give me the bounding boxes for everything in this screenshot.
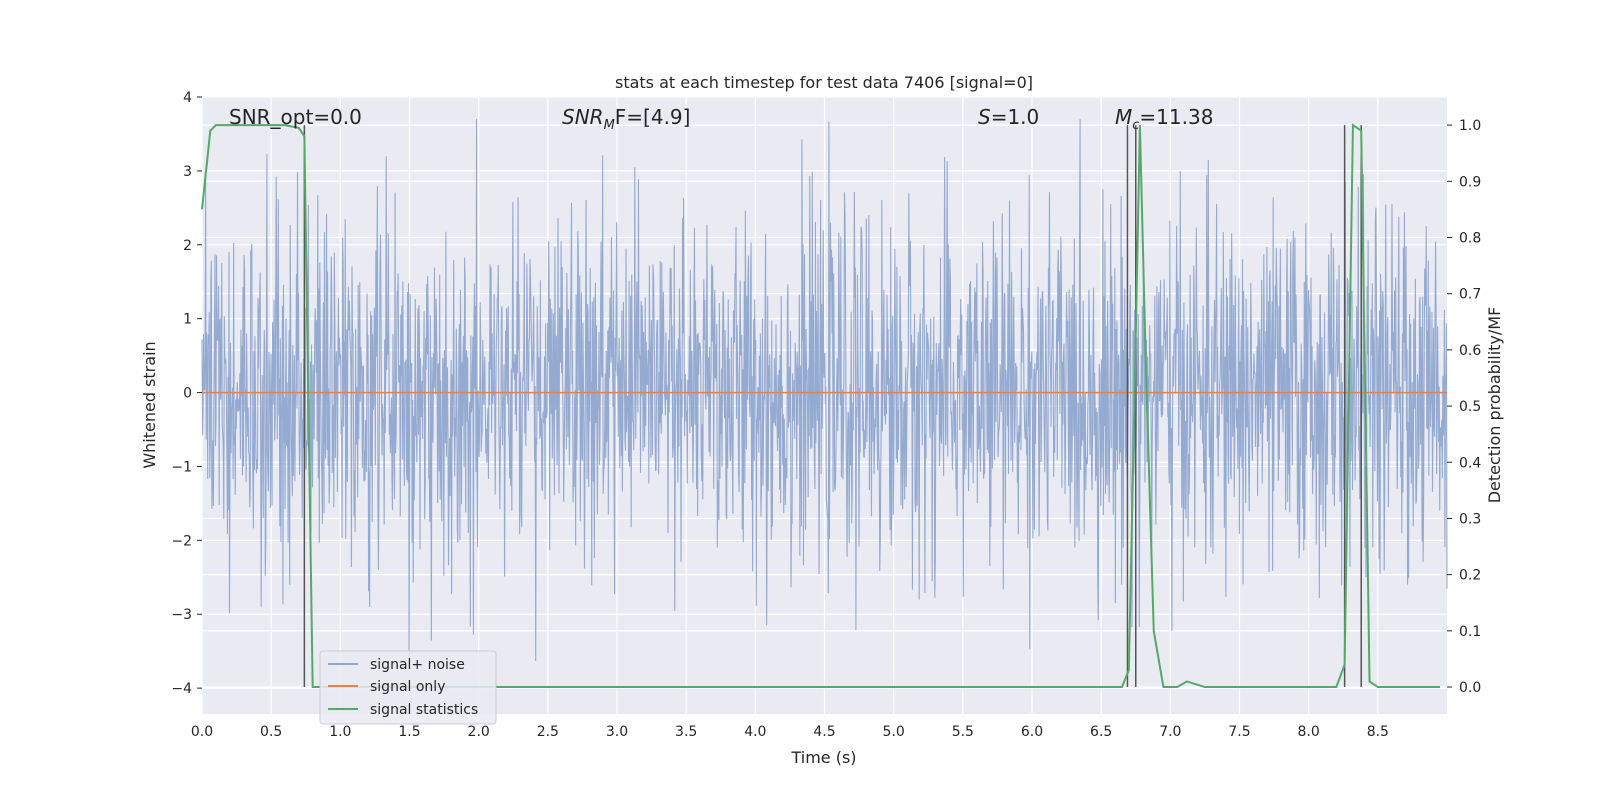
x-tick-label: 0.5 — [260, 724, 282, 740]
x-tick-label: 1.0 — [329, 724, 351, 740]
y-tick-label-left: 4 — [183, 90, 192, 106]
legend-label-signal-only: signal only — [370, 679, 445, 695]
x-tick-label: 7.0 — [1159, 724, 1181, 740]
legend-box — [319, 650, 497, 725]
y-tick-label-left: −3 — [171, 607, 192, 623]
annotation-s-rest: =1.0 — [991, 105, 1040, 129]
annotation-snr-mf-rest: F=[4.9] — [615, 105, 691, 129]
annotation-snr-mf: SNRMF=[4.9] — [562, 105, 690, 133]
signal-plus-noise-line — [201, 119, 1448, 666]
annotation-mc-sub: c — [1132, 118, 1139, 133]
annotation-s-italic: S — [978, 105, 991, 129]
x-tick-label: 1.5 — [398, 724, 420, 740]
x-tick-label: 3.0 — [606, 724, 628, 740]
y-tick-label-right: 0.5 — [1459, 399, 1481, 415]
y-tick-label-left: 3 — [183, 164, 192, 180]
y-tick-label-right: 1.0 — [1459, 118, 1481, 134]
x-axis-label: Time (s) — [790, 748, 856, 767]
y-tick-label-right: 0.6 — [1459, 343, 1481, 359]
y-tick-label-right: 0.0 — [1459, 680, 1481, 696]
y-tick-label-right: 0.1 — [1459, 624, 1481, 640]
x-tick-label: 3.5 — [675, 724, 697, 740]
x-tick-label: 2.5 — [537, 724, 559, 740]
y-tick-label-left: −1 — [171, 459, 192, 475]
y-tick-label-right: 0.8 — [1459, 230, 1481, 246]
series-signal-plus-noise — [201, 119, 1448, 666]
y-axis-right-ticks: 1.0 0.9 0.8 0.7 0.6 0.5 0.4 0.3 0.2 0.1 0.0 — [1447, 118, 1481, 696]
x-tick-label: 4.0 — [744, 724, 766, 740]
annotation-mc-italic: M — [1115, 105, 1132, 129]
x-tick-label: 7.5 — [1228, 724, 1250, 740]
x-tick-label: 8.0 — [1298, 724, 1320, 740]
chart-title: stats at each timestep for test data 740… — [615, 73, 1033, 92]
legend-label-signal-plus-noise: signal+ noise — [370, 657, 465, 673]
y-tick-label-right: 0.2 — [1459, 568, 1481, 584]
annotation-s: S=1.0 — [978, 105, 1039, 129]
y-axis-left-label: Whitened strain — [140, 341, 159, 468]
y-tick-label-right: 0.9 — [1459, 174, 1481, 190]
y-axis-right-label: Detection probability/MF — [1485, 307, 1504, 504]
y-tick-label-right: 0.7 — [1459, 287, 1481, 303]
y-tick-label-left: 1 — [183, 312, 192, 328]
x-tick-label: 5.0 — [883, 724, 905, 740]
y-tick-label-right: 0.3 — [1459, 511, 1481, 527]
annotation-mc: Mc=11.38 — [1115, 105, 1213, 133]
x-tick-label: 6.5 — [1090, 724, 1112, 740]
y-tick-label-left: −2 — [171, 533, 192, 549]
annotation-snr-opt: SNR_opt=0.0 — [229, 105, 362, 129]
annotation-snr-mf-main: SNR — [562, 105, 604, 129]
x-tick-label: 2.0 — [468, 724, 490, 740]
x-tick-label: 4.5 — [813, 724, 835, 740]
x-axis-ticks: 0.0 0.5 1.0 1.5 2.0 2.5 3.0 3.5 4.0 4.5 5.0 5.5 6.0 6… — [191, 724, 1389, 740]
y-tick-label-left: −4 — [171, 681, 192, 697]
series-signal-statistics — [201, 123, 1441, 689]
y-tick-label-right: 0.4 — [1459, 455, 1481, 471]
x-tick-label: 6.0 — [1021, 724, 1043, 740]
vertical-markers — [303, 125, 1362, 688]
legend-label-signal-statistics: signal statistics — [370, 702, 478, 718]
x-tick-label: 8.5 — [1367, 724, 1389, 740]
y-tick-label-left: 2 — [183, 238, 192, 254]
annotation-mc-rest: =11.38 — [1139, 105, 1213, 129]
y-axis-left-ticks: 4 3 2 1 0 −1 −2 −3 −4 — [171, 90, 202, 697]
x-tick-label: 5.5 — [952, 724, 974, 740]
y-tick-label-left: 0 — [183, 386, 192, 402]
signal-statistics-line — [201, 123, 1441, 689]
annotation-snr-mf-sub: M — [604, 118, 615, 133]
x-tick-label: 0.0 — [191, 724, 213, 740]
legend: signal+ noise signal only signal statist… — [319, 650, 497, 725]
